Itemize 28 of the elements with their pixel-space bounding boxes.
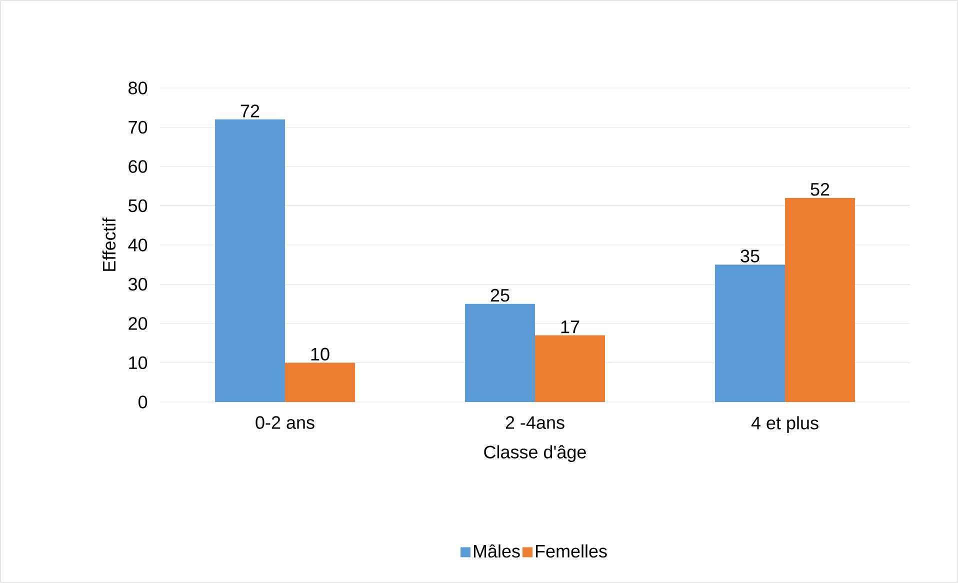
- bar: [785, 198, 855, 402]
- bar: [465, 304, 536, 402]
- bar: [535, 335, 606, 402]
- x-axis-title: Classe d'âge: [484, 445, 586, 462]
- x-tick-label: 4 et plus: [751, 416, 818, 433]
- legend-label: Femelles: [536, 544, 607, 558]
- y-tick-label: 80: [128, 82, 148, 94]
- y-tick-label: 10: [129, 356, 148, 370]
- x-tick-label: 2 -4ans: [506, 416, 564, 429]
- y-axis-title: Effectif: [102, 218, 116, 271]
- bar: [215, 119, 286, 402]
- bar: [715, 264, 786, 402]
- y-tick-label: 70: [128, 120, 148, 134]
- bar: [285, 362, 356, 402]
- data-label: 25: [490, 288, 510, 302]
- y-tick-label: 40: [128, 238, 148, 252]
- legend-label: Mâles: [474, 544, 520, 558]
- y-tick-label: 0: [138, 396, 148, 408]
- data-label: 72: [240, 104, 260, 118]
- y-tick-label: 60: [128, 160, 148, 173]
- data-label: 10: [311, 348, 330, 361]
- data-label: 52: [810, 182, 830, 196]
- y-tick-label: 30: [128, 278, 148, 291]
- x-tick-label: 0-2 ans: [256, 416, 314, 429]
- data-label: 17: [561, 320, 580, 334]
- y-tick-label: 20: [128, 317, 148, 330]
- data-label: 35: [740, 250, 760, 262]
- y-tick-label: 50: [128, 199, 148, 212]
